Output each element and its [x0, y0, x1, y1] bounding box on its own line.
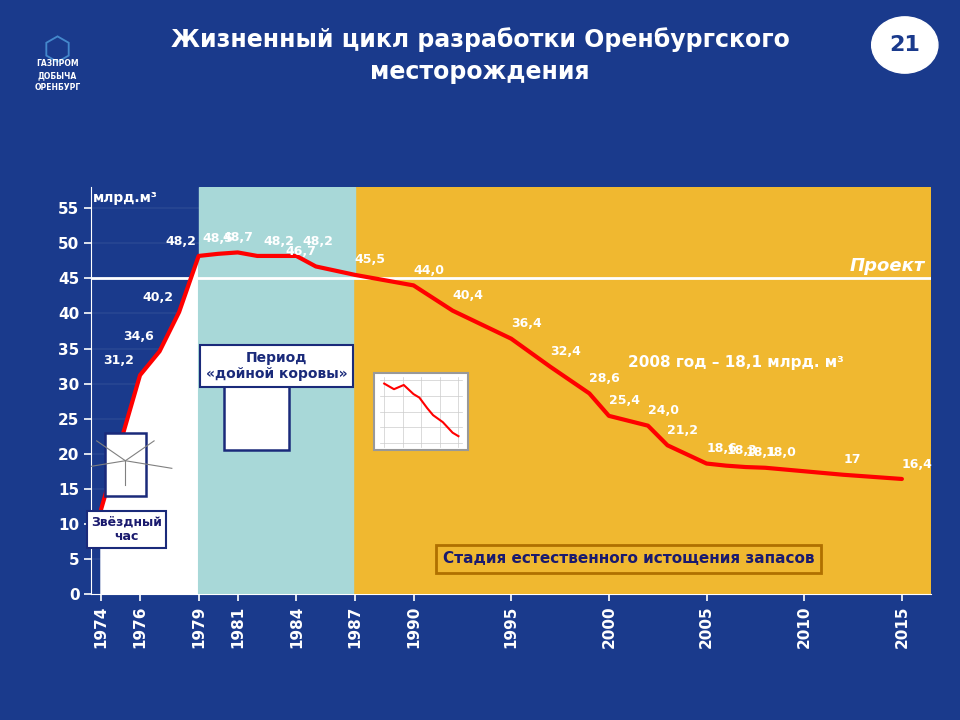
- Text: 32,4: 32,4: [550, 346, 581, 359]
- Text: 48,2: 48,2: [263, 235, 294, 248]
- Text: 24,0: 24,0: [648, 404, 679, 418]
- Text: Период
«дойной коровы»: Период «дойной коровы»: [206, 351, 348, 381]
- Text: 48,7: 48,7: [223, 231, 253, 244]
- Text: 46,7: 46,7: [285, 245, 316, 258]
- Text: 45,5: 45,5: [355, 253, 386, 266]
- Text: ⬡: ⬡: [43, 34, 72, 67]
- Text: 16,4: 16,4: [901, 457, 933, 471]
- Text: 48,2: 48,2: [302, 235, 333, 248]
- Text: Звёздный
час: Звёздный час: [91, 516, 162, 544]
- Text: 18,1: 18,1: [746, 446, 777, 459]
- Text: 18,6: 18,6: [707, 442, 737, 455]
- Circle shape: [872, 17, 938, 73]
- FancyBboxPatch shape: [224, 384, 289, 450]
- Text: 18,3: 18,3: [726, 444, 756, 457]
- Text: 18,0: 18,0: [765, 446, 796, 459]
- Text: 21: 21: [889, 35, 921, 55]
- Text: 25,4: 25,4: [609, 395, 640, 408]
- Text: 40,4: 40,4: [452, 289, 484, 302]
- Text: 48,5: 48,5: [203, 233, 233, 246]
- Bar: [199, 187, 355, 594]
- Text: Жизненный цикл разработки Оренбургского: Жизненный цикл разработки Оренбургского: [171, 27, 789, 52]
- Text: 28,6: 28,6: [589, 372, 620, 385]
- Text: 17: 17: [843, 454, 861, 467]
- Polygon shape: [355, 275, 901, 594]
- Polygon shape: [101, 256, 199, 594]
- Text: месторождения: месторождения: [371, 60, 589, 84]
- Text: 21,2: 21,2: [667, 424, 699, 437]
- FancyBboxPatch shape: [105, 433, 146, 496]
- Text: 2008 год – 18,1 млрд. м³: 2008 год – 18,1 млрд. м³: [629, 355, 844, 370]
- Polygon shape: [199, 253, 355, 594]
- Text: 48,2: 48,2: [166, 235, 197, 248]
- Text: 31,2: 31,2: [104, 354, 134, 366]
- Text: 44,0: 44,0: [414, 264, 444, 277]
- FancyBboxPatch shape: [374, 373, 468, 450]
- Text: 34,6: 34,6: [123, 330, 154, 343]
- Text: Стадия естественного истощения запасов: Стадия естественного истощения запасов: [443, 552, 814, 567]
- Text: ГАЗПРОМ
ДОБЫЧА
ОРЕНБУРГ: ГАЗПРОМ ДОБЫЧА ОРЕНБУРГ: [35, 59, 81, 92]
- Bar: [355, 187, 931, 594]
- Text: 36,4: 36,4: [511, 318, 542, 330]
- Text: 40,2: 40,2: [142, 291, 173, 304]
- Text: млрд.м³: млрд.м³: [93, 191, 158, 204]
- Text: Проект: Проект: [851, 257, 925, 275]
